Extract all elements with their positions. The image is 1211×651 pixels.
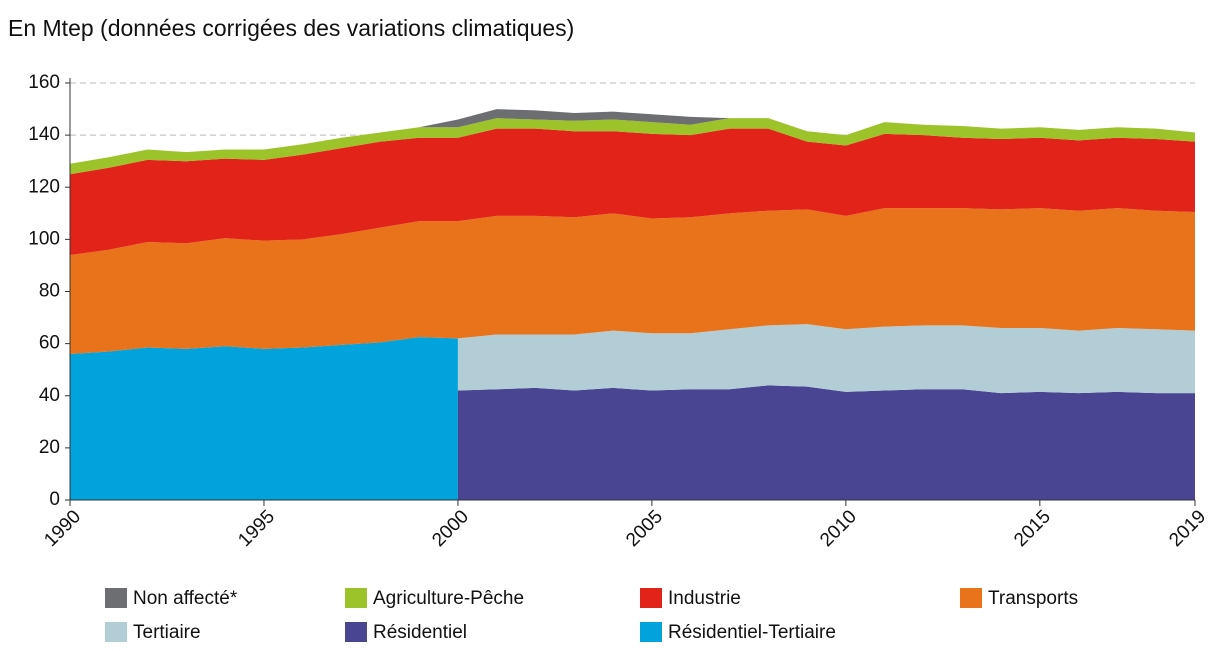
legend-swatch bbox=[960, 588, 982, 608]
area bbox=[457, 385, 1195, 500]
area bbox=[70, 118, 1195, 175]
x-tick-label: 1990 bbox=[40, 506, 85, 551]
legend-label: Agriculture-Pêche bbox=[373, 588, 524, 609]
legend-label: Non affecté* bbox=[133, 588, 238, 609]
area bbox=[70, 208, 1195, 355]
legend-label: Industrie bbox=[668, 588, 741, 609]
y-tick-label: 40 bbox=[39, 385, 60, 406]
area bbox=[419, 109, 730, 128]
x-tick-label: 1995 bbox=[234, 506, 279, 551]
x-tick-label: 2005 bbox=[622, 506, 667, 551]
y-tick-label: 0 bbox=[49, 489, 60, 510]
area bbox=[457, 324, 1195, 394]
legend-swatch bbox=[105, 622, 127, 642]
legend-label: Résidentiel bbox=[373, 622, 467, 643]
legend-label: Tertiaire bbox=[133, 622, 201, 643]
legend-label: Résidentiel-Tertiaire bbox=[668, 622, 836, 643]
legend-swatch bbox=[640, 588, 662, 608]
x-tick-label: 2000 bbox=[428, 506, 473, 551]
legend-swatch bbox=[345, 588, 367, 608]
chart-title: En Mtep (données corrigées des variation… bbox=[8, 15, 574, 41]
y-tick-label: 60 bbox=[39, 333, 60, 354]
x-tick-label: 2019 bbox=[1165, 506, 1210, 551]
area bbox=[70, 337, 458, 500]
x-tick-label: 2010 bbox=[816, 506, 861, 551]
y-tick-label: 140 bbox=[28, 124, 60, 145]
y-tick-label: 120 bbox=[28, 176, 60, 197]
y-tick-label: 100 bbox=[28, 228, 60, 249]
legend-swatch bbox=[345, 622, 367, 642]
legend-label: Transports bbox=[988, 588, 1078, 609]
legend-swatch bbox=[105, 588, 127, 608]
y-tick-label: 20 bbox=[39, 437, 60, 458]
x-tick-label: 2015 bbox=[1010, 506, 1055, 551]
y-tick-label: 80 bbox=[39, 281, 60, 302]
legend-swatch bbox=[640, 622, 662, 642]
y-tick-label: 160 bbox=[28, 72, 60, 93]
area bbox=[70, 128, 1195, 256]
